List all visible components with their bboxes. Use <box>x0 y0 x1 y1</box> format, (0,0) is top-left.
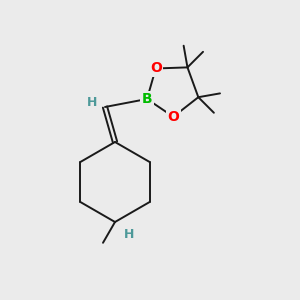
Text: H: H <box>87 95 97 109</box>
Text: O: O <box>150 61 162 76</box>
Text: O: O <box>167 110 179 124</box>
Text: B: B <box>142 92 152 106</box>
Text: H: H <box>124 227 134 241</box>
